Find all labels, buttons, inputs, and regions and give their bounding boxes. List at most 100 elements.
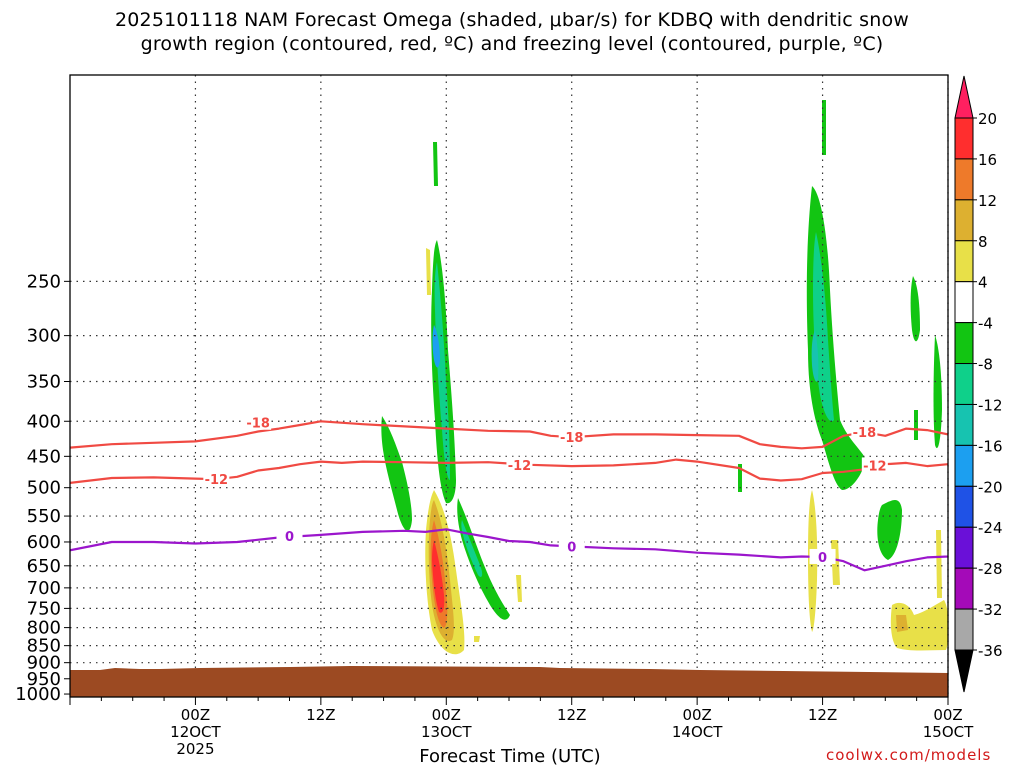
y-tick-label: 450 <box>27 446 61 467</box>
omega-blob <box>381 416 412 531</box>
colorbar-swatch <box>954 444 974 487</box>
y-tick-label: 750 <box>27 598 61 619</box>
y-tick-label: 600 <box>27 532 61 553</box>
colorbar-label: -12 <box>978 396 1003 414</box>
contour-label-bg <box>276 527 303 543</box>
omega-colorbar: 20 16 12 8 4 -4 -8 -12 -16 -20 -24 -28 -32 -36 <box>954 75 1003 693</box>
omega-blob <box>806 186 866 490</box>
x-axis-title: Forecast Time (UTC) <box>419 746 601 767</box>
x-tick-label: 00Z <box>432 706 461 724</box>
x-tick-label: 00Z <box>933 706 962 724</box>
x-tick-date: 12OCT <box>170 723 221 741</box>
omega-blob <box>811 330 819 382</box>
omega-blob <box>936 530 942 598</box>
contour-label-bg <box>558 538 585 554</box>
x-tick-date: 14OCT <box>672 723 723 741</box>
colorbar-label: -28 <box>978 560 1003 578</box>
x-tick-label: 12Z <box>557 706 586 724</box>
contour-line <box>70 528 948 572</box>
colorbar-swatch <box>954 117 974 160</box>
contour-label-bg <box>558 429 585 445</box>
colorbar-swatch <box>954 199 974 242</box>
omega-blob <box>457 498 510 620</box>
omega-blob <box>474 636 480 642</box>
x-tick-year: 2025 <box>176 740 214 758</box>
colorbar-swatch <box>954 403 974 446</box>
omega-blob <box>516 575 522 602</box>
credit-text: coolwx.com/models <box>826 746 992 764</box>
colorbar-label: 12 <box>978 192 997 210</box>
colorbar-min-arrow <box>954 649 974 693</box>
contour-label-bg <box>245 414 272 430</box>
y-tick-label: 250 <box>27 271 61 292</box>
contour-label: 0 <box>567 540 576 555</box>
colorbar-label: -8 <box>978 356 993 374</box>
y-tick-label: 900 <box>27 653 61 674</box>
colorbar-label: 20 <box>978 110 997 128</box>
omega-blob <box>426 248 431 295</box>
omega-blob <box>896 615 908 632</box>
colorbar-label: -4 <box>978 315 993 333</box>
colorbar-swatch <box>954 363 974 405</box>
colorbar-label: -20 <box>978 478 1003 496</box>
colorbar-label: 16 <box>978 151 997 169</box>
y-tick-label: 800 <box>27 618 61 639</box>
colorbar-label: 8 <box>978 233 988 251</box>
y-tick-label: 950 <box>27 669 61 690</box>
x-tick-label: 00Z <box>181 706 210 724</box>
colorbar-swatch <box>954 281 974 324</box>
contour-label: -12 <box>508 459 532 474</box>
contour-label: -12 <box>863 459 887 474</box>
y-tick-label: 350 <box>27 372 61 393</box>
omega-blob <box>877 500 902 560</box>
contour-label-bg <box>809 548 836 564</box>
omega-blob <box>461 520 483 577</box>
colorbar-swatch <box>954 322 974 365</box>
contour-label: -18 <box>853 426 877 441</box>
y-tick-label: 400 <box>27 411 61 432</box>
contour-line <box>70 420 948 450</box>
contour-label: -18 <box>560 431 584 446</box>
contour-label: -12 <box>205 473 229 488</box>
y-tick-label: 700 <box>27 578 61 599</box>
colorbar-max-arrow <box>954 75 974 119</box>
colorbar-swatch <box>954 608 974 651</box>
contour-label-bg <box>203 471 230 487</box>
contour-label: 0 <box>818 551 827 566</box>
omega-blob <box>434 262 450 480</box>
contour-label: -18 <box>246 417 270 432</box>
omega-blob <box>914 410 918 440</box>
x-tick-date: 15OCT <box>923 723 974 741</box>
y-tick-label: 550 <box>27 506 61 527</box>
colorbar-label: -32 <box>978 601 1003 619</box>
colorbar-swatch <box>954 158 974 201</box>
x-tick-date: 13OCT <box>421 723 472 741</box>
chart-title-line-2: growth region (contoured, red, ºC) and f… <box>140 33 884 55</box>
x-tick-label: 12Z <box>808 706 837 724</box>
colorbar-label: -16 <box>978 437 1003 455</box>
y-tick-label: 1000 <box>15 684 61 705</box>
colorbar-swatch <box>954 240 974 283</box>
contour-label-bg <box>851 424 878 440</box>
colorbar-label: -36 <box>978 642 1003 660</box>
omega-blob <box>933 335 942 449</box>
ground-terrain <box>70 666 948 697</box>
omega-blob <box>910 276 920 342</box>
y-axis: 2503003504004505005506006507007508008509… <box>15 271 70 705</box>
contour-labels: -18 -18 -18 -12 -12 -12 0 0 0 <box>203 414 888 566</box>
y-tick-label: 300 <box>27 326 61 347</box>
contour-label-bg <box>861 457 888 473</box>
colorbar-label: -24 <box>978 519 1003 537</box>
omega-blob <box>738 464 742 492</box>
omega-blob <box>433 142 438 186</box>
y-tick-label: 850 <box>27 636 61 657</box>
contour-label: 0 <box>285 530 294 545</box>
x-tick-label: 00Z <box>682 706 711 724</box>
chart-title-line-1: 2025101118 NAM Forecast Omega (shaded, μ… <box>114 9 910 31</box>
colorbar-swatch <box>954 526 974 569</box>
contour-label-bg <box>506 456 533 472</box>
x-tick-label: 12Z <box>306 706 335 724</box>
colorbar-swatch <box>954 485 974 528</box>
